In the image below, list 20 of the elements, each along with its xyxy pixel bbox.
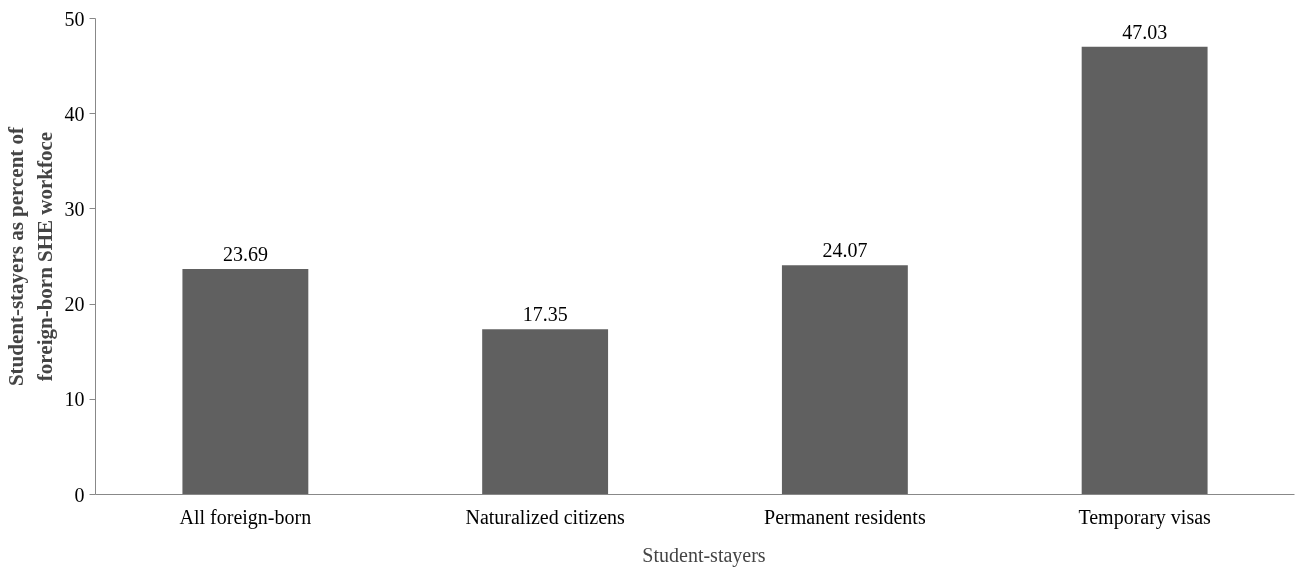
bar	[182, 268, 309, 495]
x-tick-label: All foreign-born	[179, 505, 312, 529]
data-label: 23.69	[222, 242, 268, 265]
y-tick-label: 20	[64, 293, 85, 316]
bar	[1081, 46, 1208, 495]
y-tick-label: 0	[74, 483, 85, 506]
bar	[781, 265, 908, 495]
x-tick-label: Naturalized citizens	[465, 505, 626, 528]
text: Student-stayers	[642, 543, 766, 567]
x-tick-label: Temporary visas	[1078, 505, 1212, 529]
y-tick-label: 50	[64, 7, 85, 30]
y-axis-title: Student-stayers as percent of foreign-born SHE workfoce	[3, 125, 57, 387]
x-tick-label: Permanent residents	[764, 505, 926, 528]
y-tick-label: 10	[64, 388, 85, 411]
data-label: 24.07	[822, 239, 868, 262]
bar	[482, 329, 609, 495]
y-tick-label: 40	[64, 102, 85, 125]
y-tick-label: 30	[64, 197, 85, 220]
data-label: 17.35	[522, 303, 568, 326]
data-label: 47.03	[1122, 20, 1168, 43]
